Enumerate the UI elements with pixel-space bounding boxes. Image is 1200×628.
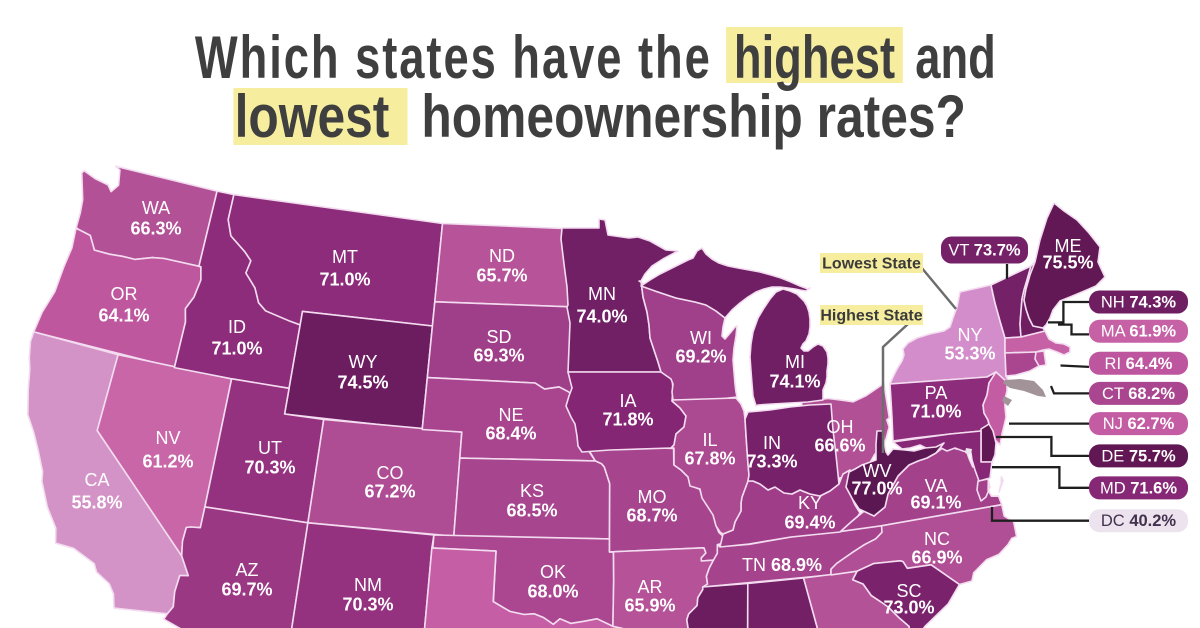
svg-text:NC: NC (924, 529, 950, 549)
svg-text:AZ: AZ (235, 560, 258, 580)
svg-text:PA: PA (925, 383, 948, 403)
svg-text:CA: CA (84, 470, 109, 490)
svg-text:NV: NV (155, 428, 180, 448)
svg-text:MA 61.9%: MA 61.9% (1101, 323, 1177, 341)
svg-text:71.0%: 71.0% (211, 339, 262, 359)
svg-text:71.8%: 71.8% (602, 410, 653, 430)
svg-text:NE: NE (498, 405, 523, 425)
svg-text:69.4%: 69.4% (784, 513, 835, 533)
svg-text:53.3%: 53.3% (944, 344, 995, 364)
svg-text:70.3%: 70.3% (244, 458, 295, 478)
svg-text:66.6%: 66.6% (814, 436, 865, 456)
svg-text:KY: KY (798, 493, 822, 513)
svg-text:MN: MN (588, 284, 616, 304)
svg-text:UT: UT (258, 438, 282, 458)
svg-text:68.5%: 68.5% (506, 501, 557, 521)
svg-text:55.8%: 55.8% (71, 493, 122, 513)
svg-text:75.5%: 75.5% (1042, 253, 1093, 273)
svg-text:69.3%: 69.3% (473, 346, 524, 366)
svg-text:74.0%: 74.0% (576, 307, 627, 327)
svg-text:WV: WV (863, 461, 892, 481)
svg-text:67.8%: 67.8% (684, 449, 735, 469)
svg-text:73.0%: 73.0% (883, 598, 934, 618)
svg-text:Highest State: Highest State (820, 308, 922, 325)
svg-text:AR: AR (637, 577, 662, 597)
svg-text:NH 74.3%: NH 74.3% (1101, 294, 1177, 312)
svg-text:71.0%: 71.0% (910, 402, 961, 422)
svg-text:70.3%: 70.3% (342, 595, 393, 615)
svg-text:SC: SC (896, 581, 921, 601)
svg-text:ME: ME (1055, 236, 1082, 256)
svg-text:71.0%: 71.0% (319, 270, 370, 290)
svg-text:RI 64.4%: RI 64.4% (1105, 355, 1173, 373)
svg-text:69.7%: 69.7% (221, 580, 272, 600)
svg-text:SD: SD (486, 327, 511, 347)
svg-text:74.5%: 74.5% (337, 373, 388, 393)
svg-text:73.3%: 73.3% (746, 452, 797, 472)
svg-text:68.7%: 68.7% (626, 506, 677, 526)
svg-text:NY: NY (957, 325, 982, 345)
svg-text:WA: WA (142, 198, 170, 218)
svg-text:MT: MT (332, 247, 358, 267)
svg-text:DC 40.2%: DC 40.2% (1101, 512, 1177, 530)
svg-text:OR: OR (111, 284, 138, 304)
svg-text:DE 75.7%: DE 75.7% (1101, 447, 1176, 465)
svg-text:65.9%: 65.9% (624, 596, 675, 616)
svg-text:CO: CO (377, 463, 404, 483)
svg-text:68.0%: 68.0% (527, 582, 578, 602)
svg-text:VA: VA (925, 476, 948, 496)
svg-text:65.7%: 65.7% (476, 266, 527, 286)
svg-text:66.9%: 66.9% (911, 548, 962, 568)
svg-text:MI: MI (785, 352, 805, 372)
svg-text:77.0%: 77.0% (851, 479, 902, 499)
svg-text:ID: ID (228, 317, 246, 337)
svg-text:IA: IA (619, 391, 636, 411)
svg-text:CT 68.2%: CT 68.2% (1102, 385, 1175, 403)
svg-text:66.3%: 66.3% (130, 219, 181, 239)
svg-text:NJ 62.7%: NJ 62.7% (1103, 415, 1175, 433)
svg-text:69.1%: 69.1% (910, 493, 961, 513)
svg-text:Lowest State: Lowest State (822, 256, 921, 273)
svg-text:ND: ND (489, 246, 515, 266)
svg-text:IN: IN (763, 433, 781, 453)
svg-text:NM: NM (354, 575, 382, 595)
svg-text:OK: OK (540, 562, 566, 582)
svg-text:KS: KS (520, 481, 544, 501)
svg-text:67.2%: 67.2% (364, 482, 415, 502)
svg-text:MO: MO (638, 487, 667, 507)
svg-text:74.1%: 74.1% (769, 372, 820, 392)
svg-text:IL: IL (702, 430, 717, 450)
svg-text:WY: WY (349, 352, 378, 372)
svg-text:61.2%: 61.2% (142, 452, 193, 472)
svg-text:64.1%: 64.1% (98, 306, 149, 326)
svg-text:TN 68.9%: TN 68.9% (742, 555, 822, 575)
svg-text:OH: OH (827, 417, 854, 437)
svg-text:WI: WI (690, 328, 712, 348)
svg-text:MD 71.6%: MD 71.6% (1100, 479, 1177, 497)
svg-text:VT 73.7%: VT 73.7% (948, 242, 1020, 260)
svg-text:68.4%: 68.4% (485, 424, 536, 444)
svg-text:69.2%: 69.2% (675, 347, 726, 367)
